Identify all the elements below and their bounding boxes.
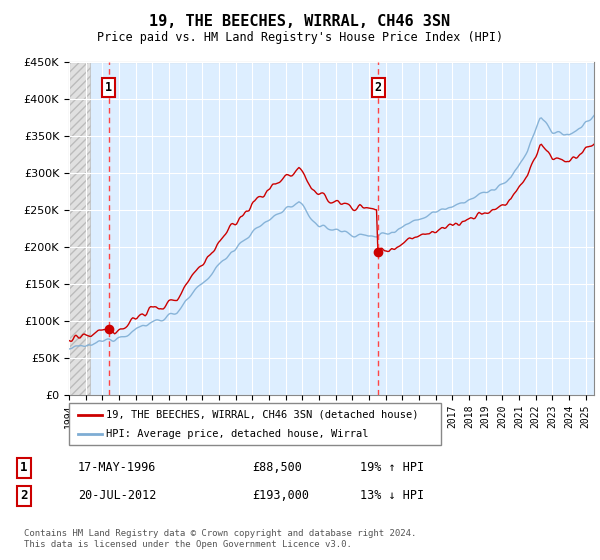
Text: HPI: Average price, detached house, Wirral: HPI: Average price, detached house, Wirr… (106, 429, 368, 439)
Text: 2: 2 (374, 81, 382, 94)
Text: Price paid vs. HM Land Registry's House Price Index (HPI): Price paid vs. HM Land Registry's House … (97, 31, 503, 44)
Text: 20-JUL-2012: 20-JUL-2012 (78, 489, 157, 502)
Text: £88,500: £88,500 (252, 461, 302, 474)
Bar (69, 62, 90, 395)
FancyBboxPatch shape (69, 403, 441, 445)
Text: £193,000: £193,000 (252, 489, 309, 502)
Text: 1: 1 (20, 461, 28, 474)
Text: 1: 1 (105, 81, 112, 94)
Text: 2: 2 (20, 489, 28, 502)
Text: 19, THE BEECHES, WIRRAL, CH46 3SN (detached house): 19, THE BEECHES, WIRRAL, CH46 3SN (detac… (106, 409, 419, 419)
Text: Contains HM Land Registry data © Crown copyright and database right 2024.
This d: Contains HM Land Registry data © Crown c… (24, 529, 416, 549)
Text: 13% ↓ HPI: 13% ↓ HPI (360, 489, 424, 502)
Text: 19, THE BEECHES, WIRRAL, CH46 3SN: 19, THE BEECHES, WIRRAL, CH46 3SN (149, 14, 451, 29)
Text: 17-MAY-1996: 17-MAY-1996 (78, 461, 157, 474)
Text: 19% ↑ HPI: 19% ↑ HPI (360, 461, 424, 474)
